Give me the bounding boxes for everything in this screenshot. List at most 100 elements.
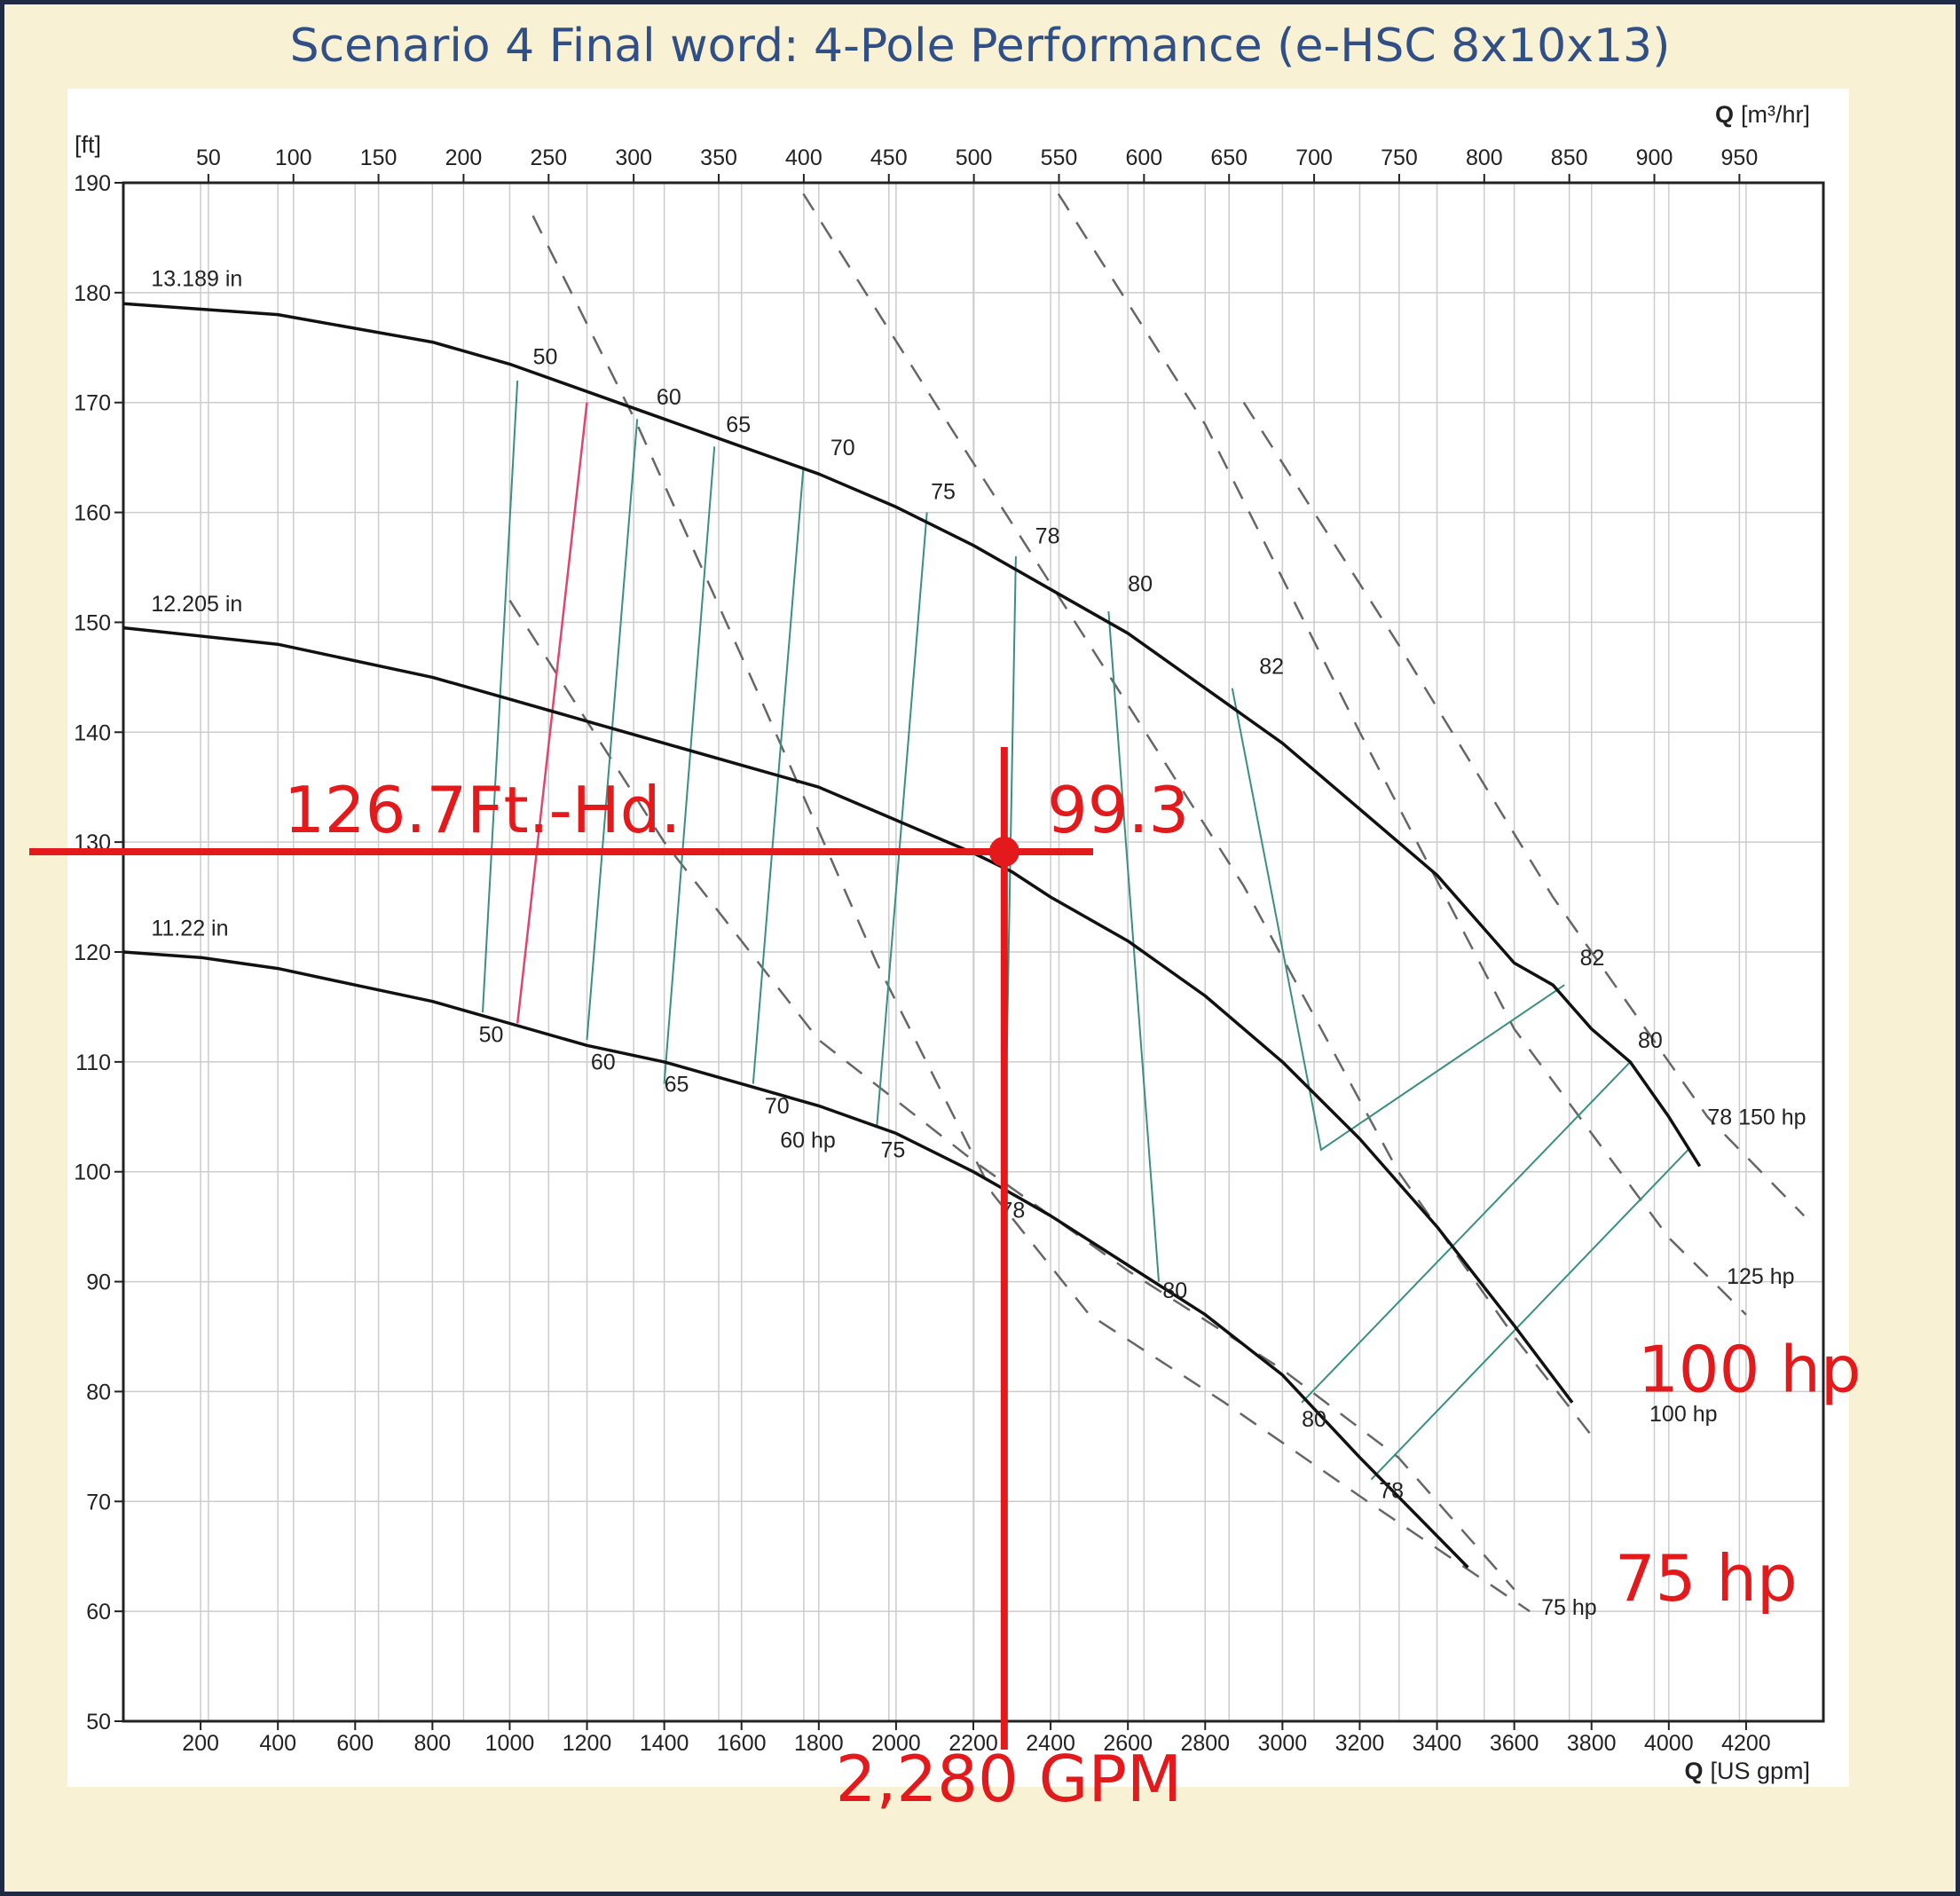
x-tick-label: 4000 <box>1644 1731 1694 1756</box>
chart-panel <box>67 89 1849 1787</box>
impeller-curve <box>123 302 1702 1168</box>
impeller-label: 11.22 in <box>151 916 228 940</box>
efficiency-label: 70 <box>765 1094 790 1119</box>
grid <box>123 182 1823 1722</box>
y-tick-label: 70 <box>86 1490 111 1514</box>
x-tick-label: 2800 <box>1180 1731 1230 1756</box>
x2-tick-label: 650 <box>1210 146 1248 170</box>
x-tick-label: 1400 <box>640 1731 689 1756</box>
x-tick-label: 1000 <box>485 1731 535 1756</box>
x-axis-label-q: Q <box>1684 1758 1703 1784</box>
y-tick-label: 150 <box>74 610 111 635</box>
x-tick-label: 600 <box>336 1731 374 1756</box>
x2-tick-label: 600 <box>1125 146 1162 170</box>
x-tick-label: 3400 <box>1413 1731 1462 1756</box>
y-tick-label: 170 <box>74 391 111 416</box>
x-tick-label: 2200 <box>949 1731 998 1756</box>
x-axis-label: Q [US gpm] <box>1684 1758 1810 1784</box>
efficiency-label: 78 150 hp <box>1707 1105 1806 1129</box>
efficiency-label: 80 <box>1128 572 1153 597</box>
x2-axis-label-q: Q <box>1715 101 1734 128</box>
efficiency-line <box>1301 1061 1632 1404</box>
axes: 5060708090100110120130140150160170180190… <box>74 101 1825 1784</box>
x-tick-label: 2600 <box>1103 1731 1153 1756</box>
y-tick-label: 120 <box>74 940 111 965</box>
x-tick-label: 3600 <box>1490 1731 1539 1756</box>
operating-point-marker <box>988 837 1019 868</box>
power-line <box>531 215 1531 1613</box>
power-lines <box>508 193 1806 1613</box>
impeller-label: 12.205 in <box>151 592 242 617</box>
x2-tick-label: 950 <box>1721 146 1759 170</box>
x2-tick-label: 150 <box>360 146 398 170</box>
hp-callout: 75 hp <box>1615 1541 1798 1616</box>
x-tick-label: 800 <box>414 1731 452 1756</box>
y-tick-label: 80 <box>86 1380 111 1404</box>
efficiency-label: 70 <box>830 436 855 460</box>
power-line-label: 100 hp <box>1649 1402 1717 1427</box>
efficiency-line <box>1370 1149 1689 1481</box>
power-line-label: 75 hp <box>1541 1595 1597 1620</box>
efficiency-label: 75 <box>880 1138 905 1163</box>
chart-labels: 13.189 in 12.205 in 11.22 in 50 60 65 70 75 78 80… <box>151 266 1806 1619</box>
y-tick-label: 190 <box>74 171 111 196</box>
efficiency-annotation: 99.3 <box>1047 773 1189 847</box>
x2-axis-label: Q [m³/hr] <box>1715 101 1810 128</box>
efficiency-line <box>663 446 716 1084</box>
power-line <box>1242 402 1806 1217</box>
x-tick-label: 1800 <box>794 1731 844 1756</box>
x2-tick-label: 550 <box>1041 146 1078 170</box>
x-tick-label: 200 <box>182 1731 219 1756</box>
power-line-label: 125 hp <box>1727 1264 1794 1289</box>
x2-tick-label: 50 <box>196 146 221 170</box>
efficiency-line <box>876 512 928 1129</box>
efficiency-label: 75 <box>931 480 956 505</box>
efficiency-label: 82 <box>1580 946 1605 971</box>
x2-tick-label: 200 <box>445 146 483 170</box>
x-tick-label: 3800 <box>1567 1731 1617 1756</box>
hp-callout: 100 hp <box>1638 1332 1862 1406</box>
y-tick-label: 140 <box>74 720 111 745</box>
efficiency-label: 50 <box>479 1023 504 1048</box>
operating-point-annotation: 126.7Ft.-Hd. 99.3 2,280 GPM 100 hp 75 hp <box>29 747 1862 1816</box>
x-tick-label: 2000 <box>871 1731 921 1756</box>
efficiency-label: 60 <box>657 385 681 410</box>
x2-tick-label: 450 <box>870 146 908 170</box>
x2-tick-label: 350 <box>700 146 737 170</box>
efficiency-label: 60 <box>591 1050 616 1075</box>
y-axis-label: [ft] <box>75 131 101 158</box>
impeller-label: 13.189 in <box>151 266 242 291</box>
efficiency-label: 65 <box>665 1072 689 1097</box>
y-tick-label: 100 <box>74 1160 111 1185</box>
y-tick-label: 90 <box>86 1271 111 1295</box>
y-tick-label: 60 <box>86 1600 111 1625</box>
impeller-curve <box>123 950 1469 1569</box>
efficiency-label: 65 <box>726 413 751 437</box>
efficiency-label: 80 <box>1162 1278 1187 1303</box>
power-line <box>508 600 1515 1591</box>
y-tick-label: 50 <box>86 1710 111 1735</box>
y-tick-label: 180 <box>74 281 111 306</box>
efficiency-label: 78 <box>1379 1479 1404 1504</box>
x2-axis-label-unit: [m³/hr] <box>1741 101 1810 128</box>
x2-tick-label: 800 <box>1466 146 1503 170</box>
x-tick-label: 3200 <box>1335 1731 1385 1756</box>
head-annotation: 126.7Ft.-Hd. <box>284 773 681 847</box>
efficiency-line <box>1231 688 1565 1152</box>
chart-title: Scenario 4 Final word: 4-Pole Performanc… <box>289 20 1671 73</box>
x2-tick-label: 700 <box>1295 146 1333 170</box>
efficiency-label: 78 <box>1035 523 1060 548</box>
efficiency-label: 50 <box>533 344 558 369</box>
x2-tick-label: 100 <box>275 146 312 170</box>
efficiency-label: 80 <box>1302 1407 1326 1432</box>
x2-tick-label: 400 <box>785 146 823 170</box>
x2-tick-label: 250 <box>530 146 567 170</box>
efficiency-label: 82 <box>1259 655 1284 680</box>
power-line-label: 60 hp <box>780 1128 836 1153</box>
x-axis-label-unit: [US gpm] <box>1710 1758 1810 1784</box>
efficiency-line-highlight <box>516 402 588 1024</box>
x2-tick-label: 850 <box>1551 146 1588 170</box>
x-tick-label: 1200 <box>563 1731 612 1756</box>
x2-tick-label: 750 <box>1381 146 1418 170</box>
